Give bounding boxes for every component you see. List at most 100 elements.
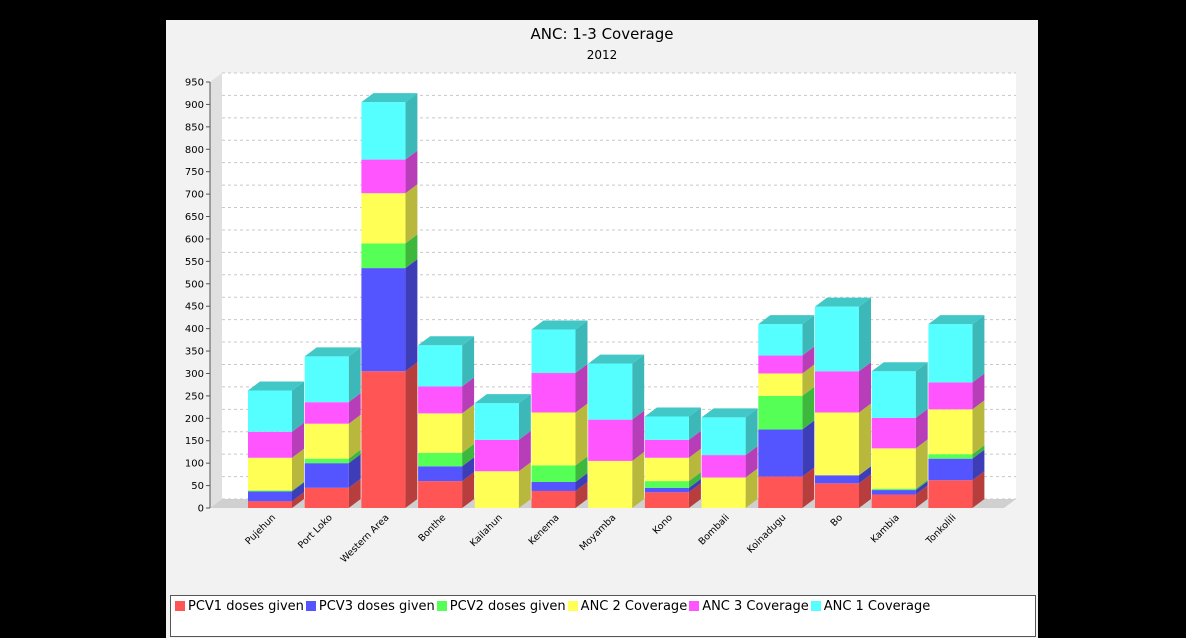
bar-segment-side xyxy=(632,410,645,461)
chart-plot: 0 50 100 150 200 250 300 350 400 450 500 550 600 650 7… xyxy=(185,72,1016,565)
legend-item: PCV2 doses given xyxy=(436,598,566,616)
bar-segment xyxy=(248,431,292,458)
bar-top xyxy=(248,381,304,391)
bar-segment-side xyxy=(405,184,418,244)
legend-label: ANC 1 Coverage xyxy=(823,599,931,614)
bar-segment xyxy=(928,458,973,481)
bar-segment xyxy=(701,455,746,478)
bar-segment-side xyxy=(972,400,985,455)
legend-swatch xyxy=(810,601,821,611)
bar-segment xyxy=(644,457,689,482)
bar-segment-side xyxy=(462,443,475,467)
bar-segment xyxy=(758,373,803,396)
bar-segment xyxy=(474,471,519,508)
y-tick-label: 450 xyxy=(185,302,204,313)
y-tick-label: 100 xyxy=(185,459,204,470)
x-tick-label: Kambia xyxy=(869,512,902,545)
bar-segment xyxy=(928,409,973,455)
bar-segment xyxy=(928,324,973,383)
bar-segment-side xyxy=(575,456,588,482)
y-tick-label: 350 xyxy=(185,347,204,358)
bar-segment-side xyxy=(802,315,815,356)
bar-segment xyxy=(758,476,803,508)
bar-segment-side xyxy=(802,420,815,477)
y-tick-label: 300 xyxy=(185,369,204,380)
bar-segment xyxy=(644,487,689,493)
bar-segment xyxy=(531,329,576,374)
bar-segment xyxy=(758,395,803,430)
bar-segment-side xyxy=(859,403,871,476)
bar-segment-side xyxy=(859,362,871,413)
bar-segment-side xyxy=(292,381,304,432)
legend-swatch xyxy=(175,601,185,611)
bar-segment xyxy=(928,480,973,508)
bar-segment xyxy=(248,491,292,502)
bar-segment xyxy=(304,402,349,424)
bar-segment xyxy=(644,416,689,440)
bar-segment-side xyxy=(802,346,815,374)
bar-segment xyxy=(418,345,463,387)
x-tick-label: Kailahun xyxy=(468,512,505,549)
bar-segment-side xyxy=(575,472,588,491)
bar-segment-side xyxy=(405,259,418,372)
bar-segment-side xyxy=(802,386,815,430)
bar-segment xyxy=(361,193,406,244)
bar-segment xyxy=(304,356,349,403)
x-tick-label: Bombali xyxy=(697,512,732,547)
bar-top xyxy=(531,320,588,330)
x-tick-label: Koinadugu xyxy=(745,512,788,555)
bar-segment xyxy=(304,487,349,508)
bar-segment xyxy=(304,423,349,459)
bar-segment-side xyxy=(745,446,758,478)
bar-segment-side xyxy=(688,448,701,482)
bar-segment-side xyxy=(688,407,701,440)
y-tick-label: 500 xyxy=(185,279,204,290)
bar-segment-side xyxy=(292,481,304,492)
bar-segment xyxy=(871,488,916,491)
legend-item: ANC 2 Coverage xyxy=(567,598,687,616)
bar-segment xyxy=(815,483,859,508)
y-tick-label: 950 xyxy=(185,78,204,89)
bar-segment-side xyxy=(972,445,985,459)
bar-segment-side xyxy=(802,467,815,508)
bar-segment xyxy=(871,448,916,489)
bar-segment-side xyxy=(292,492,304,508)
bar-segment-side xyxy=(688,472,701,488)
bar-segment xyxy=(815,306,859,372)
bar-segment xyxy=(418,481,463,508)
bar-segment xyxy=(418,452,463,467)
x-tick-label: Moyamba xyxy=(578,512,619,553)
legend-item: ANC 1 Coverage xyxy=(810,598,931,616)
bar-segment-side xyxy=(348,393,361,424)
legend-item: PCV3 doses given xyxy=(305,598,435,616)
bar-top xyxy=(871,362,928,372)
bar-segment-side xyxy=(915,479,928,491)
bar-segment-side xyxy=(859,474,871,508)
bar-segment-side xyxy=(405,234,418,269)
bar-segment xyxy=(361,268,406,372)
bar-segment-side xyxy=(859,466,871,484)
x-tick-label: Pujehun xyxy=(243,512,278,547)
bar-top xyxy=(474,394,531,404)
bar-segment xyxy=(644,492,689,508)
bar-segment-side xyxy=(632,354,645,420)
bar-top xyxy=(815,297,871,307)
bar-segment xyxy=(361,159,406,194)
legend-swatch xyxy=(305,601,316,611)
bar-segment-side xyxy=(632,451,645,508)
bar-segment-side xyxy=(405,93,418,160)
bar-segment-side xyxy=(348,454,361,488)
chart-legend: PCV1 doses given PCV3 doses given PCV2 dos… xyxy=(170,595,1036,637)
bar-segment xyxy=(531,481,576,491)
bar-top xyxy=(701,408,758,418)
bar-segment-side xyxy=(915,362,928,418)
legend-swatch xyxy=(567,601,578,611)
bar-segment-side xyxy=(915,439,928,489)
y-tick-label: 150 xyxy=(185,436,204,447)
bar-segment-side xyxy=(405,150,418,194)
bar-segment xyxy=(531,412,576,466)
bar-top xyxy=(928,315,985,325)
bar-segment xyxy=(474,439,519,472)
bar-segment xyxy=(418,466,463,482)
bar-segment-side xyxy=(575,364,588,413)
